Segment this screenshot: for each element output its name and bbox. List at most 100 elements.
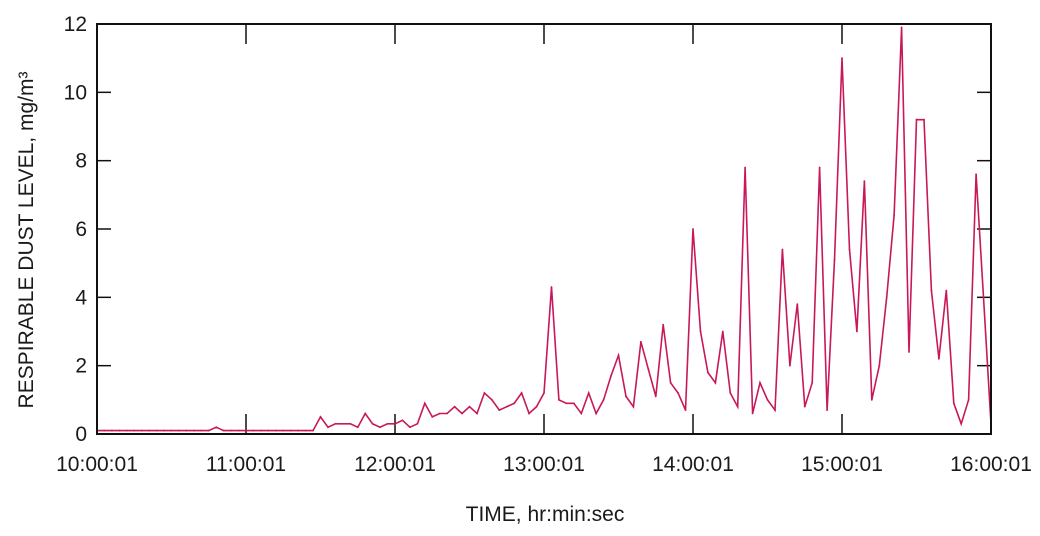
y-tick-label: 12 bbox=[64, 13, 87, 36]
data-point bbox=[937, 357, 940, 360]
data-point bbox=[513, 402, 516, 405]
data-point bbox=[826, 409, 828, 411]
data-point bbox=[446, 412, 449, 415]
data-point bbox=[923, 118, 925, 121]
data-point bbox=[401, 419, 404, 422]
data-point bbox=[461, 412, 463, 415]
data-point bbox=[565, 402, 568, 405]
x-tick-label: 13:00:01 bbox=[503, 453, 585, 476]
data-point bbox=[610, 375, 612, 377]
data-point bbox=[982, 296, 985, 299]
data-point bbox=[178, 429, 180, 432]
y-tick-label: 10 bbox=[64, 81, 87, 104]
data-point bbox=[140, 429, 143, 432]
data-point bbox=[625, 395, 627, 398]
data-point bbox=[379, 426, 381, 429]
data-point bbox=[558, 398, 560, 401]
data-point bbox=[960, 422, 963, 425]
x-tick-label: 10:00:01 bbox=[56, 453, 138, 476]
data-point bbox=[312, 429, 314, 432]
x-tick-label: 16:00:01 bbox=[950, 453, 1032, 476]
data-point bbox=[304, 429, 307, 432]
data-point bbox=[438, 412, 441, 415]
data-point bbox=[423, 402, 426, 405]
data-point bbox=[587, 392, 590, 394]
data-point bbox=[274, 429, 277, 432]
data-point bbox=[856, 330, 858, 333]
data-point bbox=[744, 166, 747, 169]
data-point bbox=[721, 330, 724, 333]
data-point bbox=[967, 398, 970, 401]
data-point bbox=[170, 429, 173, 432]
data-point bbox=[699, 330, 702, 333]
y-tick-label: 2 bbox=[75, 355, 87, 378]
data-point bbox=[520, 392, 523, 394]
x-tick-label: 11:00:01 bbox=[206, 453, 286, 476]
y-tick-label: 6 bbox=[75, 218, 87, 241]
data-point bbox=[222, 429, 225, 432]
y-axis-title: RESPIRABLE DUST LEVEL, mg/m³ bbox=[15, 72, 38, 409]
y-tick-label: 0 bbox=[75, 423, 87, 446]
data-point bbox=[766, 398, 769, 401]
data-point bbox=[915, 118, 918, 121]
data-point bbox=[416, 422, 419, 425]
data-point bbox=[125, 429, 128, 432]
data-point bbox=[200, 429, 203, 432]
x-axis-title: TIME, hr:min:sec bbox=[466, 503, 625, 526]
data-point bbox=[617, 354, 620, 357]
y-tick-label: 4 bbox=[75, 286, 87, 309]
data-point bbox=[759, 381, 761, 384]
data-point bbox=[349, 422, 352, 425]
data-point bbox=[788, 364, 791, 367]
data-point bbox=[409, 426, 411, 429]
data-point bbox=[207, 429, 210, 432]
data-point bbox=[863, 180, 866, 183]
data-point bbox=[148, 429, 151, 432]
data-point bbox=[185, 429, 188, 432]
data-point bbox=[632, 405, 635, 408]
data-point bbox=[572, 402, 575, 405]
data-point bbox=[677, 392, 679, 394]
x-tick-label: 15:00:01 bbox=[801, 453, 883, 476]
data-point bbox=[833, 258, 836, 261]
data-point bbox=[774, 409, 776, 411]
series-line bbox=[97, 27, 992, 432]
data-point bbox=[155, 429, 158, 432]
data-point bbox=[870, 398, 873, 401]
data-point bbox=[103, 429, 106, 432]
data-point bbox=[595, 412, 598, 415]
data-point bbox=[654, 395, 657, 398]
data-point bbox=[751, 412, 754, 415]
data-point bbox=[133, 429, 136, 432]
data-point bbox=[341, 422, 344, 425]
data-point bbox=[811, 381, 814, 384]
data-point bbox=[796, 303, 799, 306]
data-point bbox=[192, 429, 195, 432]
data-point bbox=[297, 429, 300, 432]
data-point bbox=[550, 286, 553, 288]
data-point bbox=[252, 429, 255, 432]
data-point bbox=[483, 392, 486, 394]
data-point bbox=[431, 416, 434, 418]
data-point bbox=[975, 173, 977, 176]
x-tick-label: 14:00:01 bbox=[652, 453, 734, 476]
data-point bbox=[319, 416, 322, 418]
data-point bbox=[111, 429, 113, 432]
data-point bbox=[476, 412, 478, 415]
data-point bbox=[163, 429, 165, 432]
data-point bbox=[692, 228, 694, 230]
data-point bbox=[356, 426, 359, 429]
data-point bbox=[900, 26, 903, 29]
data-point bbox=[490, 398, 493, 401]
data-point bbox=[468, 405, 471, 408]
data-point bbox=[498, 409, 501, 411]
data-point bbox=[885, 296, 888, 299]
data-point bbox=[528, 412, 530, 415]
data-point bbox=[237, 429, 240, 432]
x-tick-label: 12:00:01 bbox=[354, 453, 436, 476]
data-point bbox=[245, 429, 247, 432]
data-point bbox=[669, 381, 672, 384]
data-point bbox=[505, 405, 508, 408]
